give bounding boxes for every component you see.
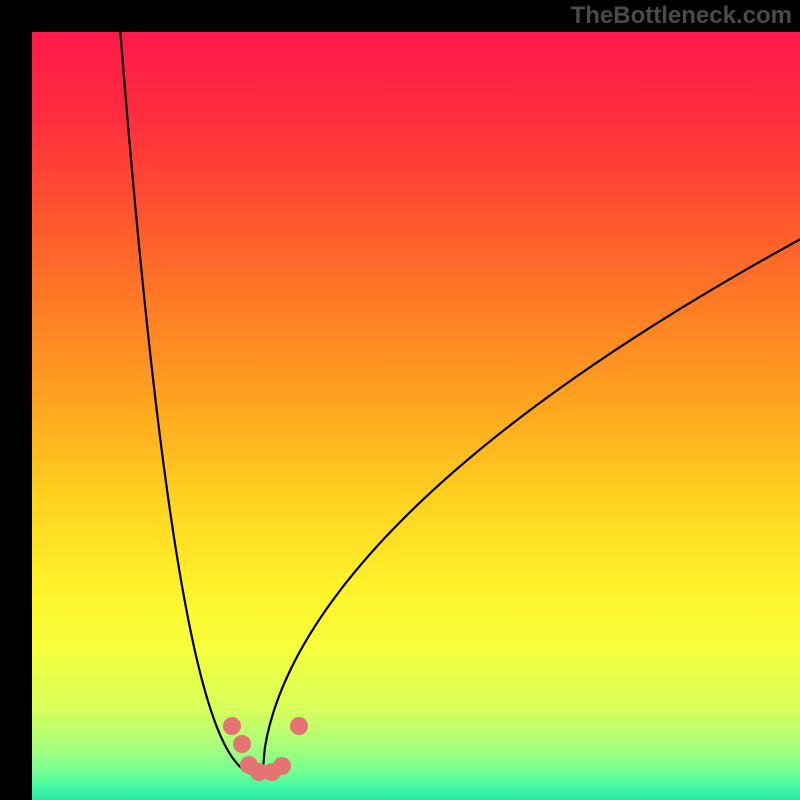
curve-marker: [233, 735, 251, 753]
plot-area: [32, 32, 800, 800]
curve-marker: [223, 717, 241, 735]
gradient-background: [32, 32, 800, 800]
curve-marker: [273, 757, 291, 775]
frame-left: [0, 0, 32, 800]
watermark-text: TheBottleneck.com: [571, 2, 792, 30]
chart-svg: [32, 32, 800, 800]
curve-marker: [290, 717, 308, 735]
